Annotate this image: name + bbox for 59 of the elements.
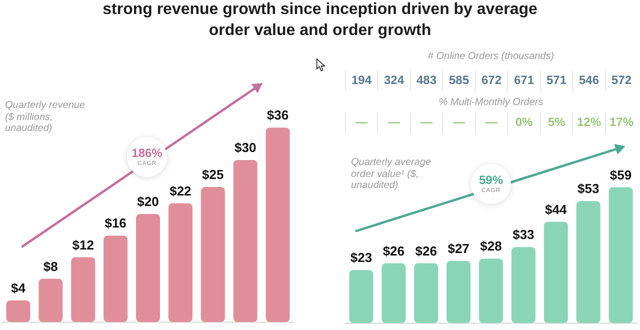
text: —	[453, 115, 465, 129]
data-label: $16	[104, 216, 126, 231]
annotation: Quarterly average order value¹ ($, unaudited)	[351, 157, 432, 192]
data-label: $12	[72, 237, 94, 252]
text: 572	[611, 73, 632, 87]
bar	[38, 278, 63, 322]
data-label: $30	[234, 140, 256, 156]
bar	[266, 128, 290, 322]
bar	[349, 270, 374, 323]
data-label: $22	[170, 183, 192, 198]
bar	[414, 263, 438, 323]
data-label: $26	[382, 243, 405, 258]
data-label: $8	[43, 258, 58, 274]
text: —	[420, 115, 432, 129]
bar	[136, 214, 160, 322]
data-label: $4	[10, 280, 26, 296]
text: 483	[416, 73, 437, 87]
bar	[6, 300, 30, 322]
data-label: $44	[545, 202, 568, 217]
text: 17%	[609, 115, 634, 129]
text: 671	[514, 73, 534, 87]
data-label: $53	[577, 181, 600, 196]
bar	[200, 187, 225, 322]
bar	[233, 160, 258, 322]
data-label: $33	[512, 227, 534, 242]
text: 324	[384, 73, 404, 87]
text: 571	[546, 73, 567, 87]
data-label: $27	[448, 240, 470, 256]
text: 585	[448, 73, 470, 87]
text: —	[356, 115, 368, 129]
data-label: $23	[350, 250, 372, 266]
bar	[446, 260, 471, 323]
data-label: $59	[610, 167, 632, 182]
data-label: $28	[480, 238, 502, 254]
bar	[104, 236, 128, 322]
bar	[608, 187, 633, 323]
text: 12%	[576, 115, 602, 129]
text: 672	[481, 73, 502, 87]
text: % Multi-Monthly Orders	[438, 97, 544, 109]
data-label: $36	[266, 108, 289, 123]
bar	[511, 247, 536, 323]
bar	[576, 201, 600, 323]
data-label: $20	[137, 194, 159, 210]
bar	[382, 263, 406, 323]
bar	[478, 258, 504, 323]
data-label: $26	[415, 243, 437, 258]
text: # Online Orders (thousands)	[426, 51, 556, 63]
text: 0%	[515, 115, 533, 129]
text: 5%	[548, 115, 566, 129]
text: 194	[351, 73, 372, 87]
text: —	[388, 115, 400, 129]
bar	[71, 257, 96, 322]
data-label: $25	[202, 167, 224, 182]
bar	[168, 203, 192, 322]
bar	[544, 222, 568, 323]
text: —	[486, 115, 498, 129]
text: 546	[578, 73, 600, 87]
chart-title: strong revenue growth since inception driven by average order value and order growth	[102, 0, 538, 41]
annotation: Quarterly revenue ($ millions, unaudited)	[5, 100, 86, 134]
